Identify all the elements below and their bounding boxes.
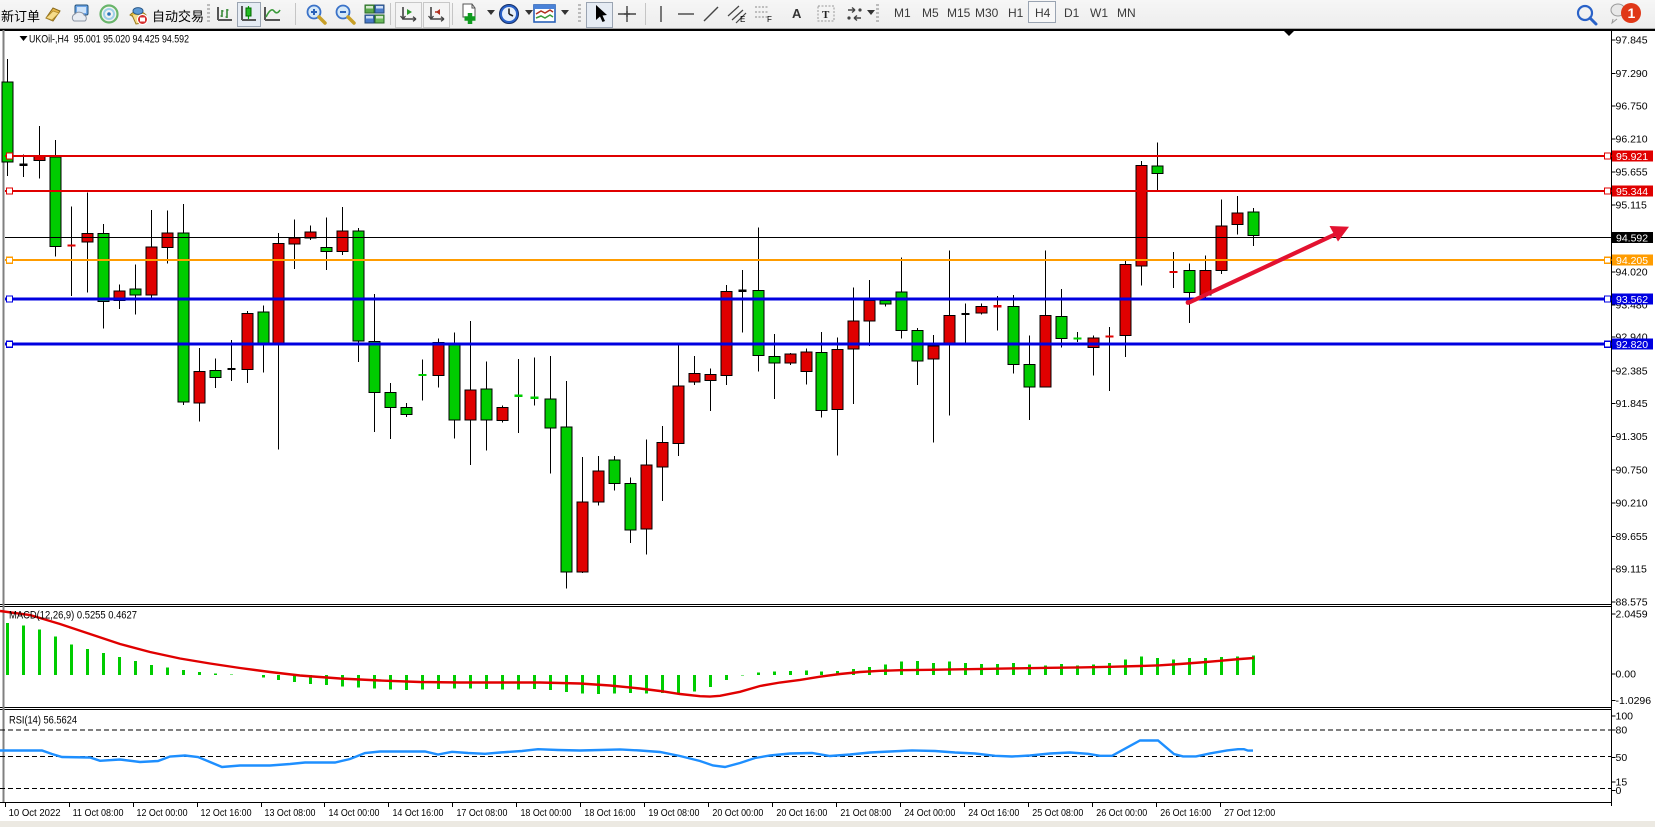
svg-text:96.210: 96.210	[1616, 134, 1648, 146]
svg-text:RSI(14) 56.5624: RSI(14) 56.5624	[9, 715, 77, 727]
svg-text:90.210: 90.210	[1616, 497, 1648, 509]
svg-text:95.655: 95.655	[1616, 167, 1648, 179]
svg-text:15: 15	[1616, 777, 1628, 789]
svg-text:97.290: 97.290	[1616, 68, 1648, 80]
svg-text:20 Oct 00:00: 20 Oct 00:00	[712, 807, 763, 819]
svg-text:89.115: 89.115	[1616, 564, 1647, 576]
svg-text:14 Oct 16:00: 14 Oct 16:00	[392, 807, 443, 819]
svg-text:97.845: 97.845	[1616, 35, 1648, 47]
svg-text:19 Oct 08:00: 19 Oct 08:00	[648, 807, 699, 819]
svg-text:2.0459: 2.0459	[1616, 609, 1648, 621]
svg-text:50: 50	[1616, 752, 1628, 764]
svg-text:14 Oct 00:00: 14 Oct 00:00	[329, 807, 380, 819]
svg-text:88.575: 88.575	[1616, 596, 1648, 608]
svg-text:94.205: 94.205	[1616, 255, 1648, 267]
svg-text:93.562: 93.562	[1616, 294, 1648, 306]
svg-text:92.820: 92.820	[1616, 339, 1648, 351]
svg-text:12 Oct 16:00: 12 Oct 16:00	[201, 807, 252, 819]
svg-text:13 Oct 08:00: 13 Oct 08:00	[265, 807, 316, 819]
svg-text:E: E	[740, 15, 745, 24]
svg-text:91.305: 91.305	[1616, 431, 1648, 443]
svg-text:92.385: 92.385	[1616, 366, 1648, 378]
svg-text:26 Oct 16:00: 26 Oct 16:00	[1160, 807, 1211, 819]
svg-text:25 Oct 08:00: 25 Oct 08:00	[1032, 807, 1083, 819]
svg-text:96.750: 96.750	[1616, 101, 1648, 113]
svg-text:12 Oct 00:00: 12 Oct 00:00	[137, 807, 188, 819]
svg-text:95.344: 95.344	[1616, 186, 1648, 198]
svg-text:89.655: 89.655	[1616, 531, 1648, 543]
svg-text:21 Oct 08:00: 21 Oct 08:00	[840, 807, 891, 819]
svg-text:24 Oct 16:00: 24 Oct 16:00	[968, 807, 1019, 819]
svg-text:91.845: 91.845	[1616, 398, 1648, 410]
svg-text:10 Oct 2022: 10 Oct 2022	[9, 807, 61, 819]
svg-text:17 Oct 08:00: 17 Oct 08:00	[456, 807, 507, 819]
svg-text:24 Oct 00:00: 24 Oct 00:00	[904, 807, 955, 819]
svg-text:-1.0296: -1.0296	[1616, 695, 1652, 707]
svg-text:26 Oct 00:00: 26 Oct 00:00	[1096, 807, 1147, 819]
svg-text:80: 80	[1616, 725, 1628, 737]
svg-text:18 Oct 16:00: 18 Oct 16:00	[584, 807, 635, 819]
svg-text:27 Oct 12:00: 27 Oct 12:00	[1224, 807, 1275, 819]
svg-text:0: 0	[1616, 785, 1622, 797]
svg-text:95.115: 95.115	[1616, 200, 1647, 212]
svg-text:0.00: 0.00	[1616, 668, 1637, 680]
svg-text:18 Oct 00:00: 18 Oct 00:00	[520, 807, 571, 819]
svg-text:94.020: 94.020	[1616, 267, 1648, 279]
svg-text:95.921: 95.921	[1616, 151, 1648, 163]
svg-text:94.592: 94.592	[1616, 232, 1648, 244]
svg-text:F: F	[767, 15, 772, 24]
svg-text:UKOil-,H4 95.001 95.020 94.42: UKOil-,H4 95.001 95.020 94.425 94.592	[29, 34, 189, 46]
svg-text:MACD(12,26,9) 0.5255 0.4627: MACD(12,26,9) 0.5255 0.4627	[9, 610, 137, 622]
svg-text:1: 1	[1628, 5, 1636, 21]
svg-text:T: T	[822, 9, 830, 21]
svg-text:100: 100	[1616, 711, 1634, 723]
svg-text:90.750: 90.750	[1616, 465, 1648, 477]
svg-text:11 Oct 08:00: 11 Oct 08:00	[73, 807, 124, 819]
svg-text:20 Oct 16:00: 20 Oct 16:00	[776, 807, 827, 819]
